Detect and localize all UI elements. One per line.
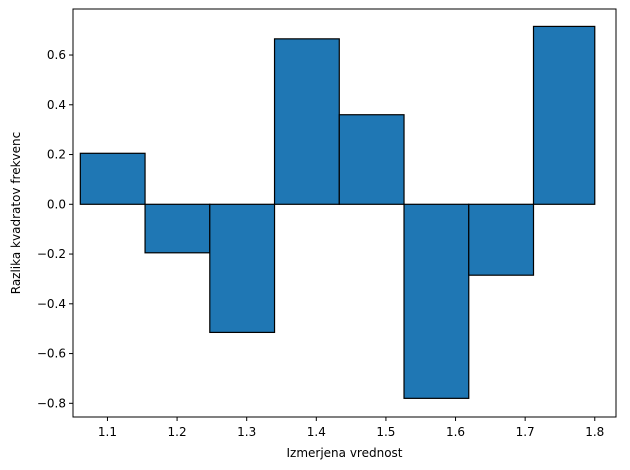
bars-group bbox=[79, 25, 596, 399]
histogram-bar bbox=[468, 203, 535, 276]
y-tick-label: −0.2 bbox=[37, 247, 66, 261]
y-tick-label: −0.4 bbox=[37, 297, 66, 311]
x-tick-label: 1.8 bbox=[585, 425, 604, 439]
x-tick-label: 1.6 bbox=[446, 425, 465, 439]
x-tick-label: 1.3 bbox=[237, 425, 256, 439]
x-tick-label: 1.7 bbox=[516, 425, 535, 439]
histogram-bar bbox=[338, 114, 405, 205]
ticks-group: 1.1 1.2 1.3 1.4 1.5 1.6 1.7 1.8 −0.8 −0.6 −0.4 −0.2… bbox=[37, 48, 604, 439]
plot-frame bbox=[72, 8, 617, 418]
x-tick-label: 1.2 bbox=[168, 425, 187, 439]
y-tick-label: 0.0 bbox=[47, 197, 66, 211]
x-tick-label: 1.5 bbox=[376, 425, 395, 439]
y-tick-label: −0.8 bbox=[37, 396, 66, 410]
y-tick-label: 0.4 bbox=[47, 98, 66, 112]
histogram-bar bbox=[209, 203, 276, 334]
y-tick-label: 0.2 bbox=[47, 148, 66, 162]
y-axis-label: Razlika kvadratov frekvenc bbox=[9, 132, 23, 295]
x-tick-label: 1.1 bbox=[98, 425, 117, 439]
histogram-bar bbox=[79, 152, 146, 205]
histogram-bar bbox=[144, 203, 211, 254]
y-tick-label: 0.6 bbox=[47, 48, 66, 62]
histogram-bar bbox=[532, 25, 596, 205]
x-axis-label: Izmerjena vrednost bbox=[286, 446, 402, 460]
histogram-bar bbox=[273, 38, 340, 205]
x-tick-label: 1.4 bbox=[307, 425, 326, 439]
y-tick-label: −0.6 bbox=[37, 347, 66, 361]
histogram-bar bbox=[403, 203, 470, 399]
